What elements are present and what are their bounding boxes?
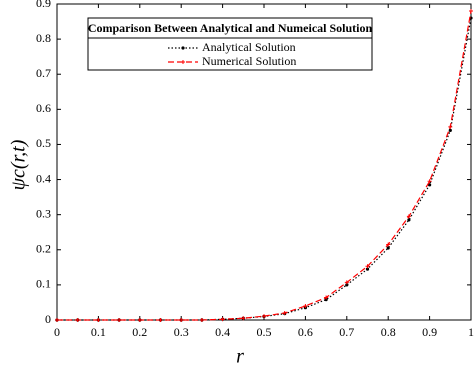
x-tick-label: 0.8 [381,325,396,339]
legend-label: Analytical Solution [202,40,296,54]
x-tick-label: 0.7 [339,325,354,339]
data-point [365,264,370,269]
x-tick-label: 0.4 [215,325,230,339]
x-tick-label: 0 [54,325,60,339]
x-tick-label: 0.6 [298,325,313,339]
data-point [345,283,349,287]
y-axis-label: ψc(r,t) [8,139,30,190]
data-point [406,214,411,219]
data-point [448,128,452,132]
data-point [386,242,391,247]
y-tick-label: 0.4 [36,171,51,185]
data-point [137,318,142,322]
x-tick-label: 0.9 [422,325,437,339]
data-point [262,314,266,319]
legend-marker [181,60,185,64]
y-tick-label: 0.9 [36,0,51,10]
data-point [303,303,308,308]
x-tick-label: 1 [468,325,474,339]
data-point [428,183,432,187]
y-tick-label: 0 [45,312,51,326]
y-tick-label: 0.6 [36,101,51,115]
data-point [117,318,122,322]
data-point [324,298,328,302]
x-tick-label: 0.3 [174,325,189,339]
data-point [179,318,184,322]
legend-box [87,17,373,71]
y-tick-label: 0.5 [36,136,51,150]
y-tick-label: 0.3 [36,206,51,220]
x-tick-label: 0.5 [257,325,272,339]
y-tick-label: 0.8 [36,31,51,45]
x-tick-label: 0.1 [91,325,106,339]
data-point [427,179,432,184]
legend-label: Numerical Solution [202,54,296,68]
data-point [199,318,204,322]
data-point [407,218,411,222]
data-point [241,316,246,321]
y-tick-label: 0.2 [36,242,51,256]
y-tick-label: 0.1 [36,277,51,291]
data-point [365,267,370,271]
data-point [158,318,163,322]
data-point [324,295,329,300]
data-point [75,318,80,322]
data-point [96,318,101,322]
legend-title: Comparison Between Analytical and Numeic… [88,21,373,35]
legend-marker [181,46,185,50]
data-point [55,318,59,322]
data-point [344,280,349,285]
data-point [448,124,453,129]
data-point [386,246,390,250]
data-point [220,317,225,322]
data-point [469,9,473,14]
data-point [282,310,287,315]
x-axis-label: r [236,346,244,368]
y-tick-label: 0.7 [36,66,51,80]
x-tick-label: 0.2 [132,325,147,339]
